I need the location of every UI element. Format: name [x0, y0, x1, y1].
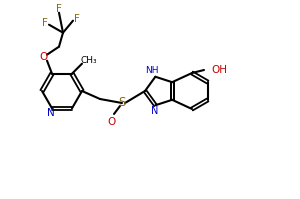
- Text: OH: OH: [211, 65, 227, 75]
- Text: O: O: [39, 52, 47, 62]
- Text: O: O: [107, 117, 115, 127]
- Text: N: N: [151, 106, 158, 116]
- Text: F: F: [42, 18, 48, 28]
- Text: CH₃: CH₃: [81, 56, 97, 65]
- Text: NH: NH: [146, 66, 159, 75]
- Text: N: N: [47, 108, 55, 118]
- Text: S: S: [118, 97, 126, 109]
- Text: F: F: [56, 4, 62, 14]
- Text: F: F: [74, 14, 80, 24]
